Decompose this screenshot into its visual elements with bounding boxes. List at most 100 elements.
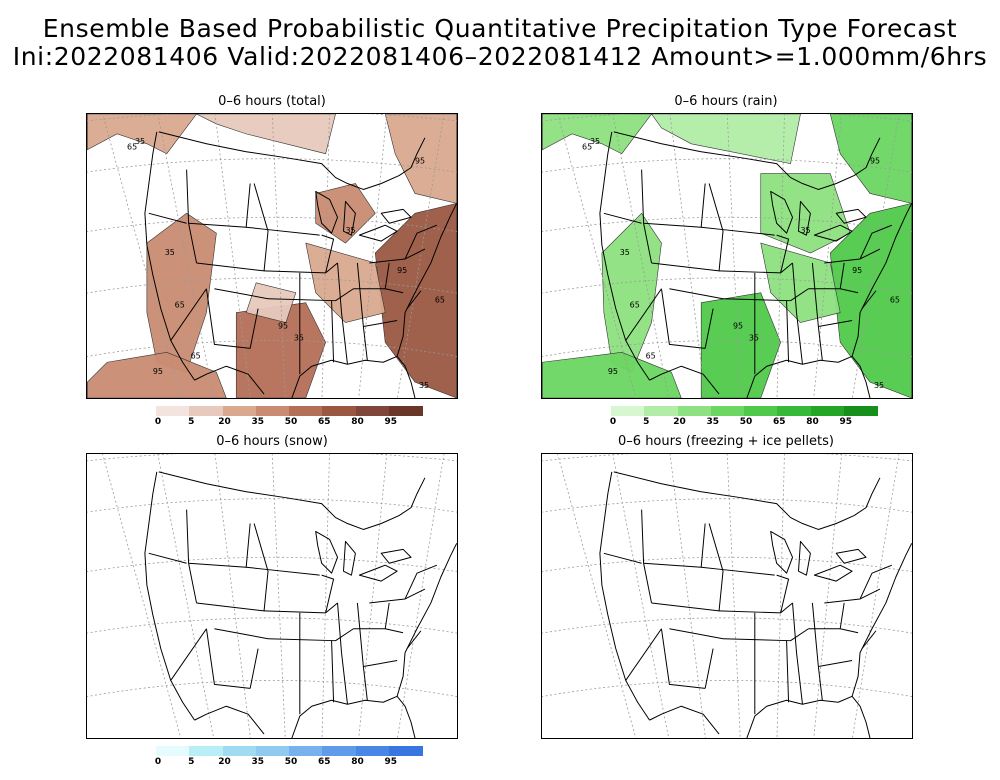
colorbar-tick-label: 35 <box>706 417 720 427</box>
colorbar-segment <box>189 406 223 416</box>
probability-shading <box>542 114 912 398</box>
probability-area-2 <box>384 114 457 204</box>
political-boundaries <box>144 471 457 738</box>
colorbar-tick-label: 20 <box>218 417 231 427</box>
probability-area-7 <box>305 242 386 323</box>
panel-title-freezing: 0–6 hours (freezing + ice pellets) <box>618 434 834 449</box>
colorbar-tick-label: 95 <box>384 757 398 767</box>
colorbar-tick-label: 5 <box>188 417 195 427</box>
colorbar-snow-labels: 0 5 20 35 50 65 80 95 <box>155 757 422 769</box>
colorbar-tick-label: 95 <box>384 417 398 427</box>
political-boundaries <box>144 131 457 398</box>
contour-label: 95 <box>278 321 288 330</box>
contour-label: 35 <box>590 137 600 146</box>
colorbar-segment <box>222 746 257 756</box>
colorbar-tick-label: 50 <box>284 417 298 427</box>
map-rain: 35 65 95 35 65 95 35 65 95 35 65 95 35 <box>541 113 913 399</box>
contour-label: 65 <box>175 301 185 310</box>
contour-label: 65 <box>630 301 640 310</box>
colorbar-tick-label: 5 <box>643 417 650 427</box>
contour-label: 95 <box>870 157 880 166</box>
contour-label: 95 <box>153 367 163 376</box>
probability-area-0 <box>542 114 652 155</box>
panel-title-total: 0–6 hours (total) <box>218 94 326 109</box>
political-boundaries <box>599 131 912 398</box>
colorbar-segment <box>156 406 190 416</box>
contour-label: 95 <box>415 157 425 166</box>
colorbar-segment <box>322 406 356 416</box>
graticule <box>542 454 912 738</box>
contour-label: 35 <box>294 333 304 342</box>
probability-area-3 <box>146 212 217 373</box>
probability-area-9 <box>245 282 297 323</box>
contour-label: 65 <box>191 351 201 360</box>
colorbar-total-labels: 0 5 20 35 50 65 80 95 <box>154 417 422 429</box>
graticule <box>87 114 457 398</box>
probability-area-6 <box>829 202 912 398</box>
colorbar-segment <box>156 746 190 756</box>
colorbar-segment <box>355 406 390 416</box>
probability-area-5 <box>235 302 326 398</box>
colorbar-tick-label: 50 <box>284 757 298 767</box>
contour-label: 95 <box>733 321 743 330</box>
probability-area-1 <box>196 114 336 155</box>
colorbar-tick-label: 20 <box>218 757 231 767</box>
colorbar-segment <box>388 746 423 756</box>
colorbar-total <box>156 406 423 418</box>
colorbar-tick-label: 35 <box>251 757 265 767</box>
contour-label: 35 <box>800 226 810 235</box>
contour-label: 95 <box>608 367 618 376</box>
colorbar-segment <box>255 746 290 756</box>
probability-shading <box>87 114 457 398</box>
probability-area-8 <box>315 183 376 244</box>
probability-area-6 <box>374 202 457 398</box>
contour-label: 65 <box>646 351 656 360</box>
colorbar-segment <box>289 406 323 416</box>
map-total: 35 65 95 35 65 95 35 65 95 35 65 95 35 <box>86 113 458 399</box>
contour-label: 65 <box>435 296 445 305</box>
probability-area-4 <box>87 352 227 398</box>
colorbar-segment <box>677 406 712 416</box>
graticule <box>87 454 457 738</box>
contour-label: 35 <box>345 226 355 235</box>
contour-label: 35 <box>874 381 884 390</box>
colorbar-segment <box>355 746 390 756</box>
colorbar-tick-label: 80 <box>806 417 819 427</box>
colorbar-segment <box>810 406 845 416</box>
colorbar-segment <box>322 746 356 756</box>
contour-label: 65 <box>890 296 900 305</box>
colorbar-tick-label: 0 <box>154 417 162 427</box>
colorbar-tick-label: 0 <box>609 417 617 427</box>
political-boundaries <box>599 471 912 738</box>
probability-area-5 <box>700 292 781 398</box>
probability-area-1 <box>651 114 801 165</box>
contour-label: 35 <box>165 248 175 257</box>
probability-area-2 <box>829 114 912 204</box>
colorbar-segment <box>189 746 223 756</box>
probability-area-4 <box>542 352 682 398</box>
colorbar-tick-label: 35 <box>251 417 265 427</box>
colorbar-tick-label: 65 <box>317 417 331 427</box>
contour-label: 65 <box>582 143 592 152</box>
colorbar-tick-label: 80 <box>351 417 364 427</box>
contour-label: 65 <box>127 143 137 152</box>
contour-label: 35 <box>620 248 630 257</box>
contour-label: 35 <box>135 137 145 146</box>
colorbar-rain-labels: 0 5 20 35 50 65 80 95 <box>609 417 877 429</box>
colorbar-tick-label: 80 <box>351 757 364 767</box>
colorbar-segment <box>644 406 678 416</box>
colorbar-tick-label: 65 <box>772 417 786 427</box>
colorbar-segment <box>289 746 323 756</box>
panel-title-snow: 0–6 hours (snow) <box>216 434 328 449</box>
colorbar-segment <box>255 406 290 416</box>
colorbar-rain <box>611 406 878 418</box>
map-freezing <box>541 453 913 739</box>
colorbar-tick-label: 20 <box>673 417 686 427</box>
graticule <box>542 114 912 398</box>
colorbar-snow <box>156 746 423 758</box>
contour-label: 35 <box>419 381 429 390</box>
colorbar-segment <box>777 406 811 416</box>
colorbar-tick-label: 5 <box>188 757 195 767</box>
colorbar-tick-label: 65 <box>317 757 331 767</box>
